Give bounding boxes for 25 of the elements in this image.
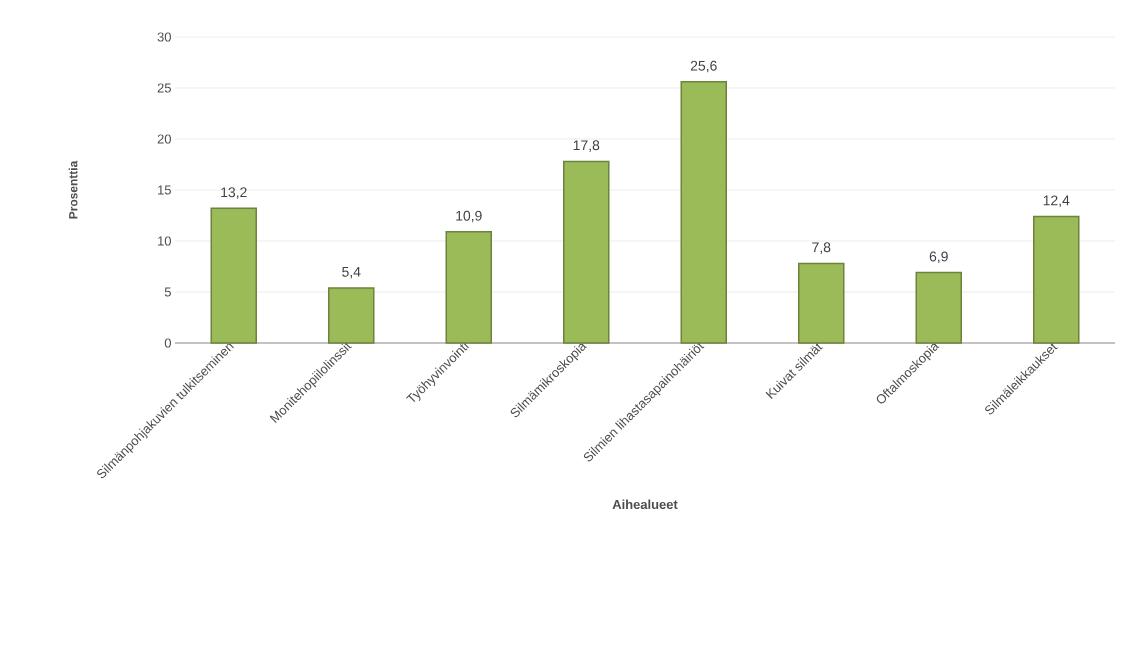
data-label: 25,6 [690,60,717,73]
y-tick-label: 25 [157,83,171,93]
data-label: 12,4 [1043,195,1070,207]
y-tick-label: 30 [157,32,171,42]
bar [563,160,610,344]
bar [328,287,375,344]
data-label: 5,4 [342,267,361,279]
bar [445,231,493,344]
bar [210,207,258,344]
data-label: 10,9 [456,210,482,223]
x-axis-title: Aihealueet [612,499,678,510]
data-label: 13,2 [221,187,247,199]
y-tick-label: 5 [164,287,171,297]
data-label: 7,8 [812,242,831,254]
bar [1033,215,1080,344]
y-tick-label: 20 [157,134,171,144]
bar [680,81,728,344]
bar [915,271,963,344]
y-axis-title: Prosenttia [68,160,78,219]
y-tick-label: 0 [164,338,171,348]
y-tick-label: 10 [158,236,171,246]
data-label: 6,9 [929,251,948,264]
y-tick-label: 15 [158,185,171,195]
bar [798,262,845,344]
data-label: 17,8 [573,140,600,152]
